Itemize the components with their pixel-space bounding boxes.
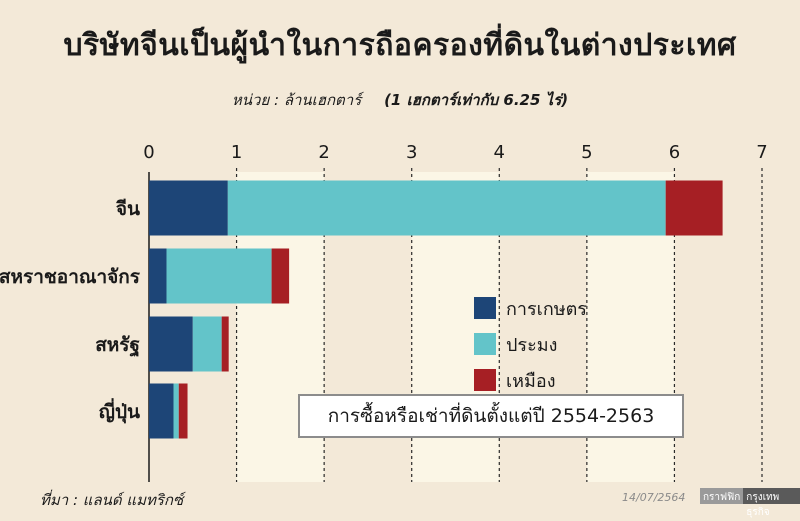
legend: การเกษตร ประมง เหมือง [474,290,587,398]
graphic-credit: กราฟฟิก กรุงเทพธุรกิจ [700,488,800,518]
unit-note: หน่วย : ล้านเฮกตาร์ [231,91,362,109]
category-label: สหราชอาณาจักร [0,266,141,288]
bar-mining [178,383,188,439]
legend-item-agriculture: การเกษตร [474,290,587,326]
x-tick-label: 6 [669,142,680,163]
category-label: สหรัฐ [95,334,140,358]
legend-label-mining: เหมือง [506,370,556,392]
x-tick-label: 4 [494,142,505,163]
legend-swatch-fishery [474,333,496,355]
category-label: จีน [116,198,140,220]
bar-agriculture [149,383,174,439]
bar-fishery [227,180,666,236]
credit-part1: กราฟฟิก [700,488,744,504]
source-note: ที่มา : แลนด์ แมทริกซ์ [40,491,184,509]
legend-swatch-mining [474,369,496,391]
chart-subtitle: หน่วย : ล้านเฮกตาร์ (1 เฮกตาร์เท่ากับ 6.… [0,88,800,112]
legend-item-fishery: ประมง [474,326,587,362]
chart-title: บริษัทจีนเป็นผู้นำในการถือครองที่ดินในต่… [63,28,737,63]
period-note-box: การซื้อหรือเช่าที่ดินตั้งแต่ปี 2554-2563 [298,394,684,438]
category-label: ญี่ปุ่น [99,398,140,424]
bar-agriculture [149,316,193,372]
x-tick-label: 0 [143,142,154,163]
bar-fishery [166,248,272,304]
bar-fishery [173,383,179,439]
x-tick-label: 2 [318,142,329,163]
legend-label-agriculture: การเกษตร [506,298,587,320]
legend-item-mining: เหมือง [474,362,587,398]
x-tick-label: 5 [581,142,592,163]
x-tick-label: 7 [756,142,767,163]
legend-swatch-agriculture [474,297,496,319]
bar-mining [271,248,290,304]
x-tick-label: 1 [231,142,242,163]
conversion-note: (1 เฮกตาร์เท่ากับ 6.25 ไร่) [384,91,569,109]
x-tick-label: 3 [406,142,417,163]
bar-fishery [192,316,222,372]
publish-date: 14/07/2564 [622,491,686,504]
bar-mining [665,180,723,236]
bar-agriculture [149,248,167,304]
bar-mining [221,316,229,372]
bar-agriculture [149,180,228,236]
legend-label-fishery: ประมง [506,334,558,356]
credit-part2: กรุงเทพธุรกิจ [743,488,800,518]
